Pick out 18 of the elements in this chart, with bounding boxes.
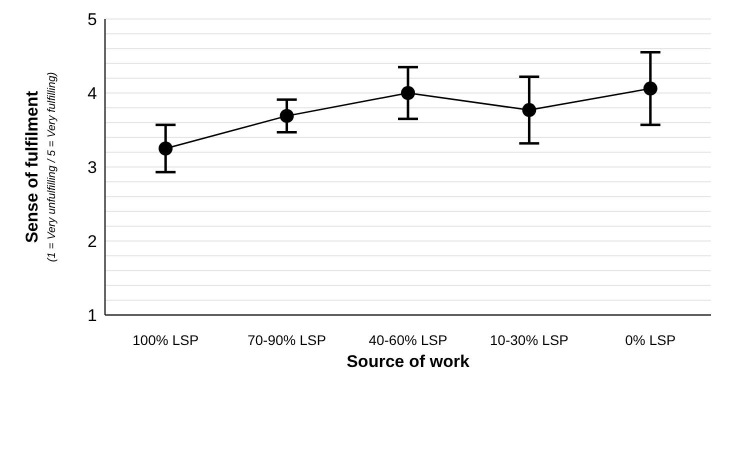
x-tick-label: 0% LSP: [625, 332, 676, 348]
point: [158, 142, 173, 156]
x-tick-label: 70-90% LSP: [247, 332, 326, 348]
x-axis-title: Source of work: [346, 352, 470, 371]
point: [522, 103, 536, 118]
point: [643, 82, 658, 96]
y-tick-label: 2: [88, 232, 97, 252]
x-tick-label: 10-30% LSP: [490, 332, 569, 348]
y-tick-label: 4: [88, 84, 97, 104]
y-tick-label: 1: [88, 306, 97, 326]
point: [280, 108, 294, 123]
y-tick-label: 3: [88, 158, 97, 178]
point: [401, 86, 415, 100]
x-tick-label: 100% LSP: [132, 332, 199, 348]
y-tick-label: 5: [88, 10, 97, 30]
x-tick-label: 40-60% LSP: [368, 332, 448, 348]
y-axis-title: Sense of fulfilment: [22, 90, 42, 244]
text: (1 = Very unfulfilling / 5 = Very fulfilling): [46, 72, 58, 262]
